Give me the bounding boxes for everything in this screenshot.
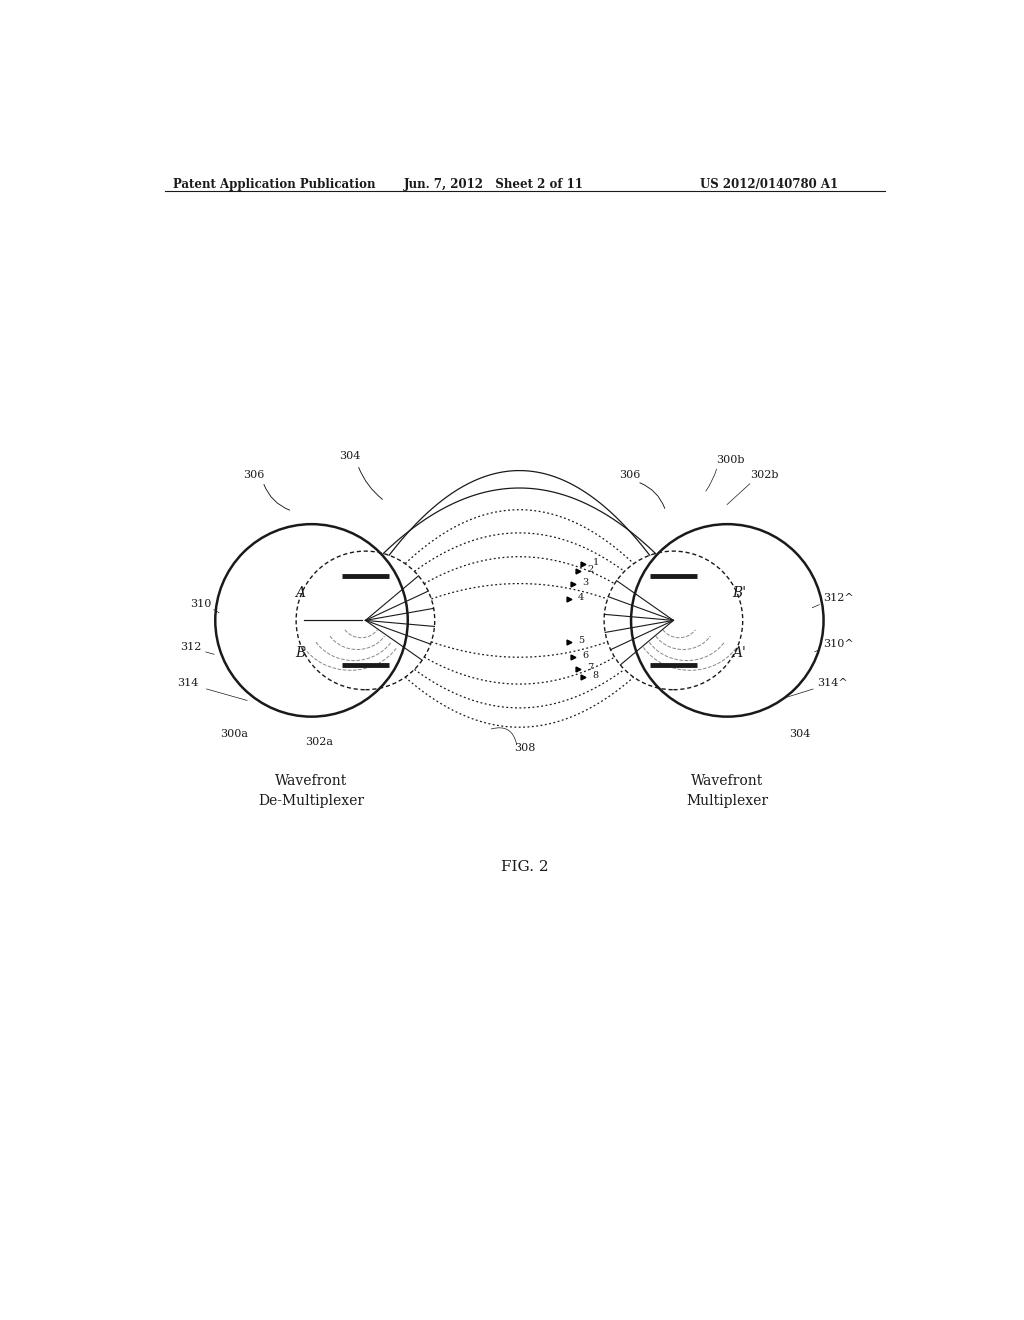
Text: 306: 306 bbox=[618, 470, 640, 480]
Text: 308: 308 bbox=[514, 743, 536, 754]
Text: US 2012/0140780 A1: US 2012/0140780 A1 bbox=[700, 178, 839, 190]
Text: 304: 304 bbox=[339, 450, 360, 461]
Text: Jun. 7, 2012   Sheet 2 of 11: Jun. 7, 2012 Sheet 2 of 11 bbox=[403, 178, 584, 190]
Text: FIG. 2: FIG. 2 bbox=[501, 859, 549, 874]
Text: 310: 310 bbox=[190, 598, 211, 609]
Text: A: A bbox=[295, 586, 305, 601]
Text: Patent Application Publication: Patent Application Publication bbox=[173, 178, 376, 190]
Text: 6: 6 bbox=[582, 651, 588, 660]
Text: Wavefront
De-Multiplexer: Wavefront De-Multiplexer bbox=[258, 775, 365, 808]
Text: 314: 314 bbox=[177, 678, 199, 688]
Text: 314^: 314^ bbox=[817, 678, 848, 688]
Text: 306: 306 bbox=[243, 470, 264, 480]
Text: 302a: 302a bbox=[305, 737, 333, 747]
Text: 4: 4 bbox=[578, 593, 585, 602]
Text: 7: 7 bbox=[588, 664, 594, 672]
Text: 304: 304 bbox=[788, 730, 810, 739]
Text: A': A' bbox=[732, 645, 745, 660]
Text: Wavefront
Multiplexer: Wavefront Multiplexer bbox=[686, 775, 768, 808]
Text: B: B bbox=[295, 645, 305, 660]
Text: 302b: 302b bbox=[751, 470, 779, 480]
Text: 8: 8 bbox=[593, 671, 599, 680]
Text: 3: 3 bbox=[582, 578, 588, 586]
Text: 300b: 300b bbox=[716, 454, 744, 465]
Text: 5: 5 bbox=[578, 636, 584, 644]
Text: 2: 2 bbox=[588, 565, 594, 574]
Text: B': B' bbox=[732, 586, 745, 601]
Text: 312: 312 bbox=[180, 642, 202, 652]
Text: 312^: 312^ bbox=[823, 593, 854, 603]
Text: 300a: 300a bbox=[220, 730, 249, 739]
Text: 1: 1 bbox=[593, 557, 599, 566]
Text: 310^: 310^ bbox=[823, 639, 854, 649]
